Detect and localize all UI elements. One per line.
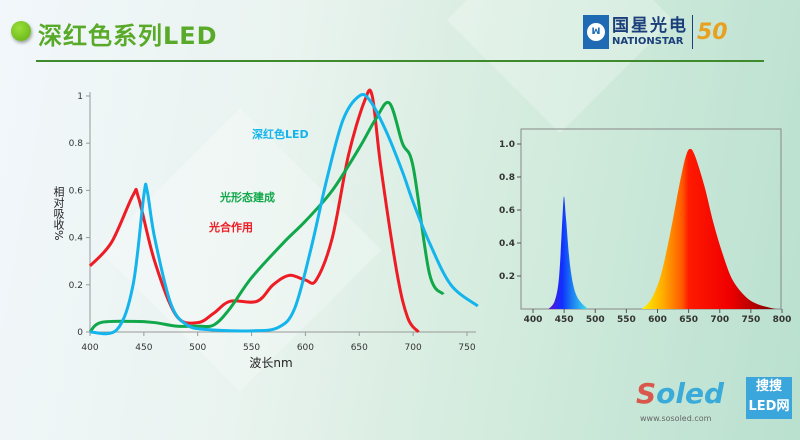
series-label: 光形态建成 — [219, 190, 275, 204]
x-tick-label: 400 — [524, 315, 543, 325]
x-tick-label: 400 — [81, 343, 98, 353]
x-tick-label: 700 — [405, 343, 422, 353]
soled-box: 搜搜 LED网 — [746, 377, 792, 419]
x-tick-label: 600 — [297, 343, 314, 353]
divider — [36, 60, 490, 62]
x-tick-label: 450 — [135, 343, 152, 353]
soled-url: www.sosoled.com — [640, 414, 712, 423]
y-tick-label: 0.6 — [499, 206, 515, 216]
soled-watermark: Soled www.sosoled.com 搜搜 LED网 — [636, 374, 796, 436]
x-tick-label: 500 — [189, 343, 206, 353]
soled-brand: Soled — [636, 377, 725, 410]
x-tick-label: 450 — [555, 315, 574, 325]
y-axis-label: 相对吸收% — [52, 186, 65, 241]
logo-en: NATIONSTAR — [612, 35, 684, 47]
x-tick-label: 650 — [351, 343, 368, 353]
x-tick-label: 550 — [617, 315, 636, 325]
x-tick-label: 750 — [741, 315, 760, 325]
bullet-icon — [11, 21, 31, 41]
y-tick-label: 0.2 — [69, 281, 83, 291]
divider — [490, 60, 764, 62]
anniversary-logo: 50 — [697, 19, 728, 45]
y-tick-label: 0.8 — [499, 173, 515, 183]
series-line-0 — [88, 88, 420, 334]
series-label: 光合作用 — [208, 220, 253, 234]
nationstar-emblem-icon: ꟽ — [583, 15, 609, 49]
x-tick-label: 800 — [773, 315, 792, 325]
x-axis-label: 波长nm — [249, 356, 292, 370]
x-tick-label: 500 — [586, 315, 605, 325]
x-tick-label: 750 — [458, 343, 475, 353]
series-label: 深红色LED — [252, 127, 309, 141]
x-tick-label: 600 — [648, 315, 667, 325]
soled-box-line2: LED网 — [748, 399, 790, 414]
nationstar-logo: ꟽ 国星光电 NATIONSTAR 50 — [583, 14, 728, 50]
y-tick-label: 0.2 — [499, 272, 515, 282]
y-tick-label: 0 — [77, 328, 83, 338]
y-tick-label: 0.4 — [69, 234, 84, 244]
x-tick-label: 700 — [710, 315, 729, 325]
y-tick-label: 0.4 — [499, 239, 515, 249]
series-line-1 — [88, 100, 445, 334]
soled-box-line1: 搜搜 — [755, 379, 782, 394]
y-tick-label: 0.6 — [69, 186, 84, 196]
slide-title: 深红色系列LED — [38, 22, 218, 50]
x-tick-label: 550 — [243, 343, 260, 353]
spectrum-area-1 — [641, 148, 776, 309]
slide-header: 深红色系列LED ꟽ 国星光电 NATIONSTAR 50 — [0, 0, 800, 64]
y-tick-label: 1.0 — [499, 140, 515, 150]
series-line-2 — [89, 93, 479, 336]
logo-cn: 国星光电 — [612, 15, 688, 36]
y-tick-label: 0.8 — [69, 139, 84, 149]
x-tick-label: 650 — [679, 315, 698, 325]
y-tick-label: 1 — [77, 92, 83, 102]
spectrum-area-0 — [548, 196, 588, 309]
